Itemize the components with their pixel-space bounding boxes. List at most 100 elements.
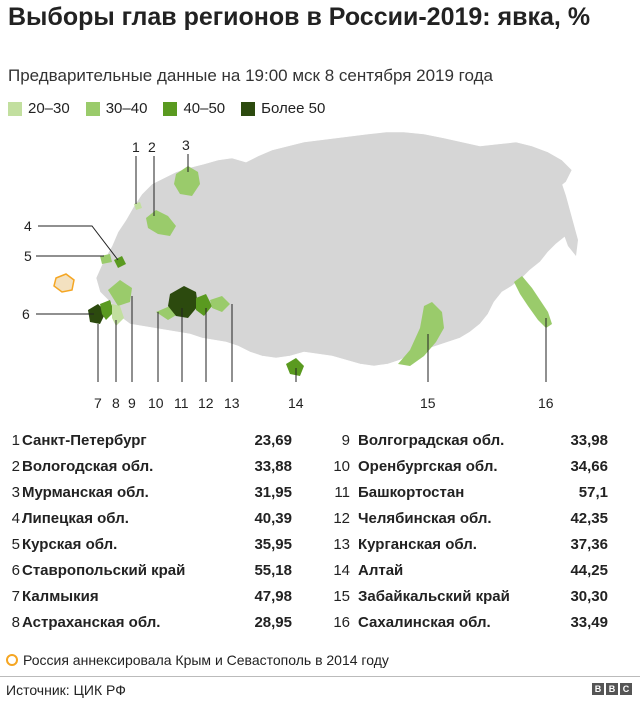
row-number: 3 [11, 484, 20, 501]
callout-16: 16 [538, 395, 554, 411]
row-number: 10 [333, 458, 350, 475]
callout-4: 4 [24, 218, 32, 234]
row-region-name: Курганская обл. [358, 536, 477, 553]
table-row: 16 Сахалинская обл. 33,49 [330, 610, 630, 636]
region-16-sakhalin [514, 276, 552, 328]
callout-2: 2 [148, 139, 156, 155]
callout-8: 8 [112, 395, 120, 411]
row-region-name: Астраханская обл. [22, 614, 161, 631]
bbc-logo-block: B [606, 683, 618, 695]
crimea-note: Россия аннексировала Крым и Севастополь … [6, 652, 389, 668]
row-turnout-value: 23,69 [254, 432, 292, 449]
row-number: 16 [333, 614, 350, 631]
bbc-logo-block: C [620, 683, 632, 695]
callout-11: 11 [174, 395, 189, 411]
row-turnout-value: 37,36 [570, 536, 608, 553]
row-turnout-value: 55,18 [254, 562, 292, 579]
legend-swatch [8, 101, 22, 116]
russia-landmass [95, 131, 575, 367]
chart-subtitle: Предварительные данные на 19:00 мск 8 се… [8, 66, 493, 85]
row-number: 9 [341, 432, 350, 449]
table-row: 7 Калмыкия 47,98 [0, 584, 300, 610]
row-region-name: Забайкальский край [358, 588, 510, 605]
callout-15: 15 [420, 395, 436, 411]
legend-label: 40–50 [183, 100, 226, 117]
legend-label: Более 50 [261, 100, 326, 117]
legend-item-40-50: 40–50 [163, 100, 225, 117]
row-region-name: Челябинская обл. [358, 510, 492, 527]
legend-item-20-30: 20–30 [8, 100, 70, 117]
region-15-zabaikalsky [398, 302, 444, 366]
region-3-murmansk [174, 166, 200, 196]
row-region-name: Волгоградская обл. [358, 432, 505, 449]
row-turnout-value: 47,98 [254, 588, 292, 605]
row-number: 4 [11, 510, 20, 527]
row-region-name: Оренбургская обл. [358, 458, 498, 475]
row-region-name: Сахалинская обл. [358, 614, 491, 631]
row-region-name: Алтай [358, 562, 404, 579]
row-number: 13 [333, 536, 350, 553]
region-7-kalmykia [100, 300, 114, 320]
table-row: 11 Башкортостан 57,1 [330, 480, 630, 506]
row-number: 7 [11, 588, 20, 605]
region-13-kurgan [210, 296, 230, 312]
legend: 20–30 30–40 40–50 Более 50 [8, 100, 341, 117]
region-12-chelyabinsk [196, 294, 212, 316]
legend-item-over-50: Более 50 [241, 100, 325, 117]
row-turnout-value: 28,95 [254, 614, 292, 631]
legend-swatch [163, 101, 178, 116]
table-row: 14 Алтай 44,25 [330, 558, 630, 584]
callout-1: 1 [132, 139, 140, 155]
row-region-name: Калмыкия [22, 588, 99, 605]
russia-map: 1 2 3 4 5 6 7 8 9 10 11 12 13 14 15 16 [22, 131, 578, 411]
callout-9: 9 [128, 395, 136, 411]
bbc-logo-block: B [592, 683, 604, 695]
callout-3: 3 [182, 137, 190, 153]
legend-item-30-40: 30–40 [85, 100, 147, 117]
region-14-altai [286, 358, 304, 376]
callout-7: 7 [94, 395, 102, 411]
row-region-name: Башкортостан [358, 484, 465, 501]
row-number: 12 [333, 510, 350, 527]
table-row: 6 Ставропольский край 55,18 [0, 558, 300, 584]
table-row: 3 Мурманская обл. 31,95 [0, 480, 300, 506]
row-region-name: Ставропольский край [22, 562, 186, 579]
table-row: 1 Санкт-Петербург 23,69 [0, 428, 300, 454]
region-2-vologda [146, 210, 176, 236]
table-row: 8 Астраханская обл. 28,95 [0, 610, 300, 636]
table-row: 2 Вологодская обл. 33,88 [0, 454, 300, 480]
chart-title: Выборы глав регионов в России-2019: явка… [8, 3, 591, 31]
row-turnout-value: 57,1 [578, 484, 608, 501]
row-turnout-value: 30,30 [570, 588, 608, 605]
row-region-name: Липецкая обл. [22, 510, 129, 527]
row-turnout-value: 33,49 [570, 614, 608, 631]
table-row: 5 Курская обл. 35,95 [0, 532, 300, 558]
callout-14: 14 [288, 395, 304, 411]
footer-divider [0, 676, 640, 677]
table-row: 12 Челябинская обл. 42,35 [330, 506, 630, 532]
callout-13: 13 [224, 395, 240, 411]
source-text: Источник: ЦИК РФ [6, 682, 126, 698]
row-number: 11 [334, 484, 350, 501]
row-turnout-value: 33,88 [254, 458, 292, 475]
row-turnout-value: 40,39 [254, 510, 292, 527]
row-number: 2 [11, 458, 20, 475]
callout-10: 10 [148, 395, 164, 411]
kamchatka [546, 164, 578, 256]
crimea-outline [53, 273, 75, 293]
row-region-name: Мурманская обл. [22, 484, 149, 501]
row-turnout-value: 42,35 [570, 510, 608, 527]
crimea-ring-icon [6, 654, 18, 666]
callout-5: 5 [24, 248, 32, 264]
row-number: 5 [11, 536, 20, 553]
callout-12: 12 [198, 395, 214, 411]
row-number: 6 [11, 562, 20, 579]
table-row: 15 Забайкальский край 30,30 [330, 584, 630, 610]
row-turnout-value: 35,95 [254, 536, 292, 553]
callout-6: 6 [22, 306, 30, 322]
row-number: 15 [333, 588, 350, 605]
row-number: 8 [11, 614, 20, 631]
row-turnout-value: 31,95 [254, 484, 292, 501]
row-turnout-value: 34,66 [570, 458, 608, 475]
row-region-name: Вологодская обл. [22, 458, 154, 475]
